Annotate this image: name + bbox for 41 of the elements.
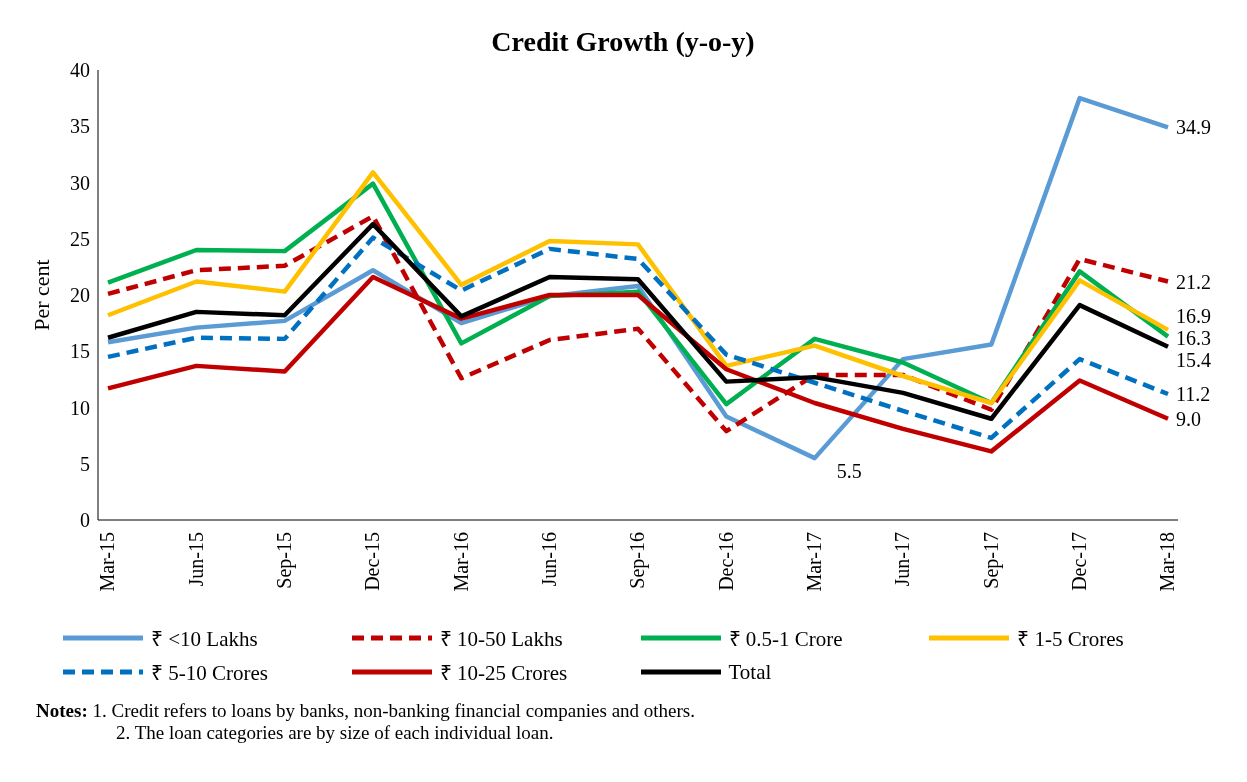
x-tick-label: Mar-16 [449,532,472,592]
x-tick-label: Jun-15 [184,532,207,587]
x-tick-label: Dec-17 [1067,532,1090,591]
legend-label: ₹ 10-50 Lakhs [439,626,563,652]
x-tick-label: Sep-17 [979,532,1003,589]
x-tick-label: Dec-16 [714,532,737,591]
y-tick-label: 0 [80,509,90,532]
data-label: 16.3 [1176,326,1211,349]
data-label: 9.0 [1176,407,1201,430]
y-tick-label: 40 [70,59,90,82]
y-tick-label: 20 [70,284,90,307]
x-tick-label: Mar-17 [802,532,825,592]
y-tick-label: 25 [70,227,90,250]
x-tick-label: Mar-15 [96,532,119,592]
legend-label: ₹ 10-25 Crores [439,660,568,686]
data-label: 5.5 [836,460,862,483]
y-tick-label: 15 [70,340,90,363]
text: Notes: 1. Credit refers to loans by banks, non-banking financial companies and others. [36,700,697,722]
legend-label: ₹ 1-5 Crores [1017,626,1124,652]
y-tick-label: 10 [70,396,90,419]
x-tick-label: Sep-16 [626,532,650,589]
x-tick-label: Dec-15 [361,532,384,591]
y-axis-title: Per cent [28,259,54,331]
x-tick-label: Jun-17 [891,532,914,587]
chart-title: Credit Growth (y-o-y) [490,26,756,59]
y-tick-label: 35 [70,115,90,138]
x-tick-label: Sep-15 [272,532,296,589]
text: 2. The loan categories are by size of each individual loan. [115,722,555,744]
data-label: 15.4 [1176,348,1211,371]
data-label: 21.2 [1176,270,1211,293]
legend-label: ₹ 0.5-1 Crore [728,626,843,652]
x-tick-label: Jun-16 [537,532,560,587]
x-tick-label: Mar-18 [1156,532,1179,592]
legend-label: Total [728,659,772,685]
y-tick-label: 5 [80,452,90,475]
legend-label: ₹ 5-10 Crores [151,660,268,686]
data-label: 11.2 [1176,383,1211,405]
y-tick-label: 30 [70,171,90,194]
data-label: 16.9 [1176,304,1211,327]
legend-label: ₹ <10 Lakhs [151,626,258,652]
data-label: 34.9 [1176,116,1211,139]
